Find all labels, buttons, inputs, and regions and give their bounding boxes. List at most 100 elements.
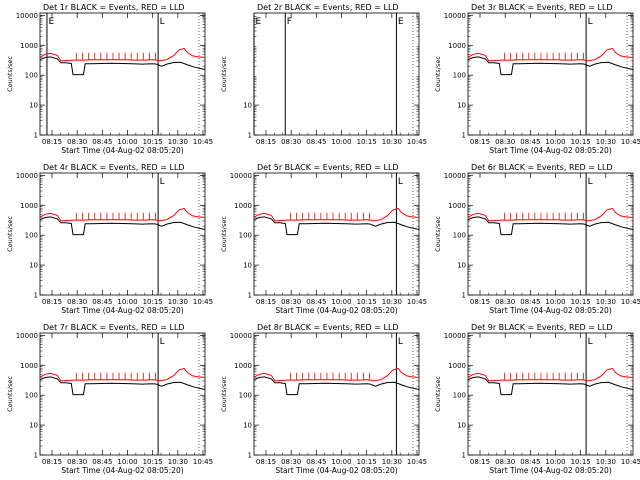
series-line-lld xyxy=(253,367,420,382)
x-tick-label: 10:45 xyxy=(621,298,640,306)
x-tick-label: 10:00 xyxy=(331,298,351,306)
x-tick-label: 08:15 xyxy=(256,458,276,466)
y-tick-label: 1000 xyxy=(448,362,466,370)
x-tick-label: 10:00 xyxy=(331,458,351,466)
series-line-lld xyxy=(39,367,206,382)
panel-title: Det 2r BLACK = Events, RED = LLD xyxy=(257,3,399,12)
x-tick-label: 10:15 xyxy=(143,138,163,146)
y-tick-label: 10 xyxy=(243,262,252,270)
x-tick-label: 08:45 xyxy=(306,298,326,306)
x-tick-label: 08:45 xyxy=(306,138,326,146)
x-tick-label: 10:45 xyxy=(621,138,640,146)
x-tick-label: 10:15 xyxy=(571,138,591,146)
x-tick-label: 10:30 xyxy=(168,298,188,306)
y-tick-label: 10000 xyxy=(444,172,466,180)
y-tick-label: 100 xyxy=(453,392,466,400)
y-tick-label: 1 xyxy=(34,292,38,300)
series-line-events xyxy=(39,216,206,236)
x-tick-label: 10:15 xyxy=(143,458,163,466)
x-tick-label: 08:45 xyxy=(520,458,540,466)
x-tick-label: 08:30 xyxy=(67,138,87,146)
panel-title: Det 6r BLACK = Events, RED = LLD xyxy=(471,163,613,172)
y-tick-label: 10000 xyxy=(16,332,38,340)
marker-label: L xyxy=(398,337,403,347)
x-tick-label: 10:00 xyxy=(545,298,565,306)
x-tick-label: 08:15 xyxy=(256,138,276,146)
y-tick-label: 1000 xyxy=(448,202,466,210)
x-axis-label: Start Time (04-Aug-02 08:05:20) xyxy=(275,306,397,315)
y-tick-label: 10 xyxy=(457,262,466,270)
y-tick-label: 10000 xyxy=(444,332,466,340)
y-axis-label: Counts/sec xyxy=(434,56,442,92)
x-tick-label: 10:45 xyxy=(193,298,213,306)
plot-frame xyxy=(467,12,634,136)
marker-label: L xyxy=(588,337,593,347)
y-axis-label: Counts/sec xyxy=(434,216,442,252)
x-tick-label: 08:30 xyxy=(495,458,515,466)
y-tick-label: 1000 xyxy=(20,362,38,370)
plot-frame xyxy=(253,172,420,296)
y-tick-label: 100 xyxy=(453,232,466,240)
x-tick-label: 08:15 xyxy=(256,298,276,306)
plot-frame xyxy=(39,172,206,296)
marker-label: E xyxy=(256,17,262,27)
series-line-events xyxy=(39,376,206,396)
x-tick-label: 10:45 xyxy=(407,298,427,306)
y-tick-label: 1 xyxy=(462,452,466,460)
x-tick-label: 08:45 xyxy=(92,298,112,306)
y-tick-label: 10 xyxy=(457,422,466,430)
y-axis-label: Counts/sec xyxy=(434,376,442,412)
x-axis-label: Start Time (04-Aug-02 08:05:20) xyxy=(489,306,611,315)
x-tick-label: 08:45 xyxy=(306,458,326,466)
x-tick-label: 10:30 xyxy=(382,298,402,306)
x-axis-label: Start Time (04-Aug-02 08:05:20) xyxy=(61,146,183,155)
y-tick-label: 10 xyxy=(29,102,38,110)
x-tick-label: 10:30 xyxy=(382,138,402,146)
marker-label: L xyxy=(160,17,165,27)
x-tick-label: 10:15 xyxy=(571,458,591,466)
x-tick-label: 10:00 xyxy=(117,458,137,466)
marker-label: E xyxy=(398,17,404,27)
plot-frame xyxy=(39,332,206,456)
x-tick-label: 08:15 xyxy=(42,458,62,466)
series-line-events xyxy=(467,376,634,396)
y-tick-label: 1 xyxy=(462,292,466,300)
series-line-lld xyxy=(467,367,634,382)
panel-title: Det 9r BLACK = Events, RED = LLD xyxy=(471,323,613,332)
y-axis-label: Counts/sec xyxy=(220,56,228,92)
y-axis-label: Counts/sec xyxy=(6,376,14,412)
x-tick-label: 08:30 xyxy=(67,458,87,466)
y-tick-label: 10 xyxy=(243,102,252,110)
y-axis-label: Counts/sec xyxy=(6,216,14,252)
y-tick-label: 10 xyxy=(29,262,38,270)
x-tick-label: 10:30 xyxy=(168,458,188,466)
y-tick-label: 1 xyxy=(248,132,252,140)
y-tick-label: 100 xyxy=(453,72,466,80)
panel-title: Det 5r BLACK = Events, RED = LLD xyxy=(257,163,399,172)
y-tick-label: 1 xyxy=(462,132,466,140)
x-tick-label: 08:30 xyxy=(67,298,87,306)
x-tick-label: 08:30 xyxy=(495,138,515,146)
x-tick-label: 08:30 xyxy=(495,298,515,306)
x-axis-label: Start Time (04-Aug-02 08:05:20) xyxy=(61,466,183,475)
x-tick-label: 08:30 xyxy=(281,298,301,306)
y-tick-label: 1000 xyxy=(234,202,252,210)
series-line-lld xyxy=(467,47,634,62)
y-tick-label: 10000 xyxy=(230,332,252,340)
x-tick-label: 10:45 xyxy=(621,458,640,466)
plot-frame xyxy=(253,12,420,136)
x-axis-label: Start Time (04-Aug-02 08:05:20) xyxy=(61,306,183,315)
series-line-events xyxy=(39,56,206,76)
panel-title: Det 7r BLACK = Events, RED = LLD xyxy=(43,323,185,332)
panel-title: Det 8r BLACK = Events, RED = LLD xyxy=(257,323,399,332)
panel-det-7: Det 7r BLACK = Events, RED = LLD 1 10 100 10… xyxy=(6,323,213,475)
marker-label: L xyxy=(588,17,593,27)
y-tick-label: 1 xyxy=(34,452,38,460)
x-tick-label: 10:00 xyxy=(545,458,565,466)
x-tick-label: 08:45 xyxy=(520,298,540,306)
y-tick-label: 10 xyxy=(243,422,252,430)
series-line-events xyxy=(467,216,634,236)
y-tick-label: 100 xyxy=(25,232,38,240)
marker-label: L xyxy=(160,177,165,187)
x-tick-label: 08:15 xyxy=(470,138,490,146)
